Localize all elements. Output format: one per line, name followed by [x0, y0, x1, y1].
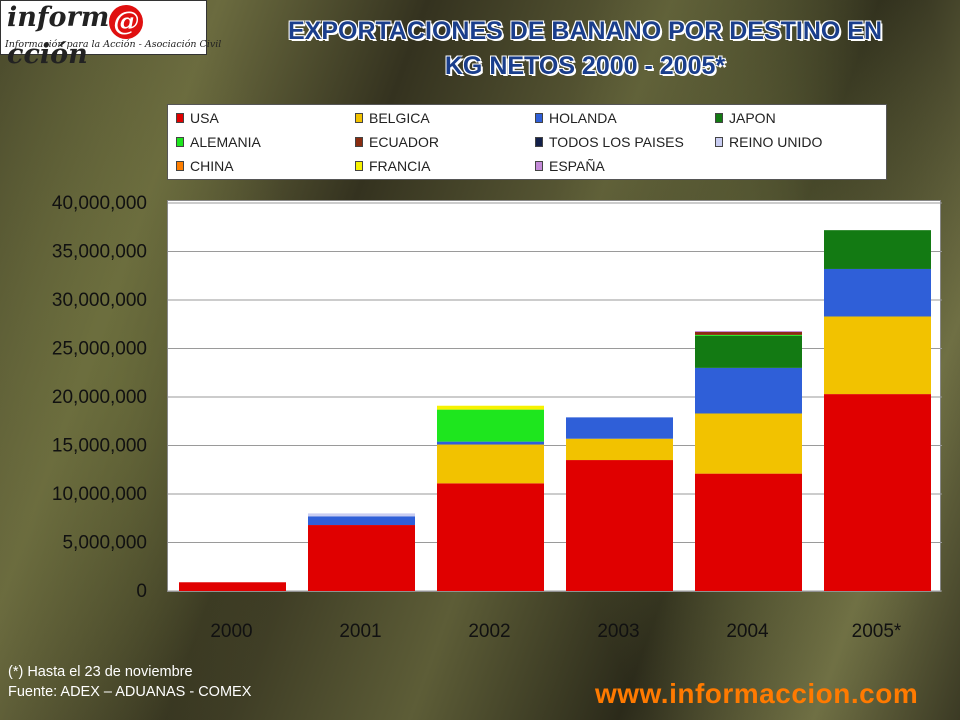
legend-item-china: CHINA [176, 157, 234, 175]
legend-label: TODOS LOS PAISES [549, 134, 684, 150]
legend-swatch [176, 137, 184, 147]
legend-item-ecuador: ECUADOR [355, 133, 439, 151]
bar-stack-2002 [437, 405, 544, 591]
bar-stack-2000 [179, 582, 286, 591]
chart-title-line1: EXPORTACIONES DE BANANO POR DESTINO EN [287, 17, 883, 45]
bar-usa-2004 [695, 473, 802, 591]
bar-holanda-2001 [308, 516, 415, 526]
footnote-source: Fuente: ADEX – ADUANAS - COMEX [8, 684, 252, 700]
bar-belgica-2005 [824, 316, 931, 395]
chart-svg [168, 202, 942, 592]
bar-belgica-2002 [437, 444, 544, 484]
bar-francia-2002 [437, 405, 544, 410]
y-tick-label: 25,000,000 [52, 339, 147, 360]
legend-swatch [535, 113, 543, 123]
y-tick-label: 0 [136, 581, 147, 602]
y-tick-label: 10,000,000 [52, 484, 147, 505]
bar-holanda-2003 [566, 417, 673, 439]
chart-title-line2: KG NETOS 2000 - 2005* [444, 52, 726, 80]
legend-label: REINO UNIDO [729, 134, 823, 150]
legend-item-holanda: HOLANDA [535, 109, 617, 127]
bar-japon-2005 [824, 230, 931, 269]
legend-label: JAPON [729, 110, 776, 126]
logo-wordmark: inform @cción [7, 2, 206, 70]
bar-alemania-2002 [437, 409, 544, 442]
logo-tagline: Información para la Acción - Asociación … [5, 39, 222, 50]
legend-item-todos-los-paises: TODOS LOS PAISES [535, 133, 684, 151]
logo: inform @cción Información para la Acción … [0, 0, 221, 70]
legend-swatch [355, 137, 363, 147]
x-tick-label: 2005* [852, 621, 902, 642]
legend-swatch [176, 113, 184, 123]
legend-label: FRANCIA [369, 158, 431, 174]
y-tick-label: 35,000,000 [52, 242, 147, 263]
bar-holanda-2002 [437, 441, 544, 445]
bar-usa-2005 [824, 394, 931, 591]
y-tick-label: 30,000,000 [52, 290, 147, 311]
legend-label: HOLANDA [549, 110, 617, 126]
legend-label: CHINA [190, 158, 234, 174]
legend-item-japon: JAPON [715, 109, 776, 127]
x-tick-label: 2004 [726, 621, 769, 642]
bar-alemania-2004 [695, 334, 802, 336]
legend-label: ESPAÑA [549, 158, 605, 174]
footnote: (*) Hasta el 23 de noviembre Fuente: ADE… [8, 662, 251, 702]
legend-item-belgica: BELGICA [355, 109, 430, 127]
legend-item-alemania: ALEMANIA [176, 133, 261, 151]
logo-at-sign: @ [109, 5, 144, 39]
legend-swatch [535, 161, 543, 171]
bar-espana-2004 [695, 331, 802, 333]
legend-item-espana: ESPAÑA [535, 157, 605, 175]
bar-usa-2002 [437, 483, 544, 591]
bar-stack-2005 [824, 230, 931, 591]
chart-legend: USA BELGICA HOLANDA JAPON ALEMANIA ECUADOR TOD… [167, 104, 887, 180]
bar-holanda-2004 [695, 367, 802, 414]
y-tick-label: 15,000,000 [52, 436, 147, 457]
x-tick-label: 2002 [468, 621, 510, 642]
legend-swatch [535, 137, 543, 147]
legend-label: ECUADOR [369, 134, 440, 150]
bar-usa-2000 [179, 582, 286, 591]
y-tick-label: 40,000,000 [52, 193, 147, 214]
legend-swatch [176, 161, 184, 171]
legend-swatch [715, 113, 723, 123]
bar-stack-2003 [566, 417, 673, 591]
legend-swatch [715, 137, 723, 147]
y-tick-label: 20,000,000 [52, 387, 147, 408]
bar-usa-2003 [566, 460, 673, 591]
bar-japon-2004 [695, 335, 802, 368]
legend-swatch [355, 161, 363, 171]
legend-item-francia: FRANCIA [355, 157, 430, 175]
bar-reino-unido-2001 [308, 513, 415, 517]
bar-belgica-2003 [566, 438, 673, 461]
x-tick-label: 2000 [210, 621, 252, 642]
bar-usa-2001 [308, 525, 415, 591]
plot-area [167, 200, 942, 592]
bar-stack-2001 [308, 513, 415, 591]
y-tick-label: 5,000,000 [62, 533, 147, 554]
legend-item-reino-unido: REINO UNIDO [715, 133, 822, 151]
bar-holanda-2005 [824, 268, 931, 317]
bar-stack-2004 [695, 331, 802, 591]
x-tick-label: 2003 [597, 621, 639, 642]
bar-ecuador-2004 [695, 332, 802, 335]
legend-swatch [355, 113, 363, 123]
footnote-note: (*) Hasta el 23 de noviembre [8, 664, 193, 680]
legend-label: ALEMANIA [190, 134, 261, 150]
legend-label: USA [190, 110, 219, 126]
legend-item-usa: USA [176, 109, 219, 127]
legend-label: BELGICA [369, 110, 430, 126]
website-link[interactable]: www.informaccion.com [595, 678, 919, 709]
bar-belgica-2004 [695, 413, 802, 474]
x-tick-label: 2001 [339, 621, 381, 642]
